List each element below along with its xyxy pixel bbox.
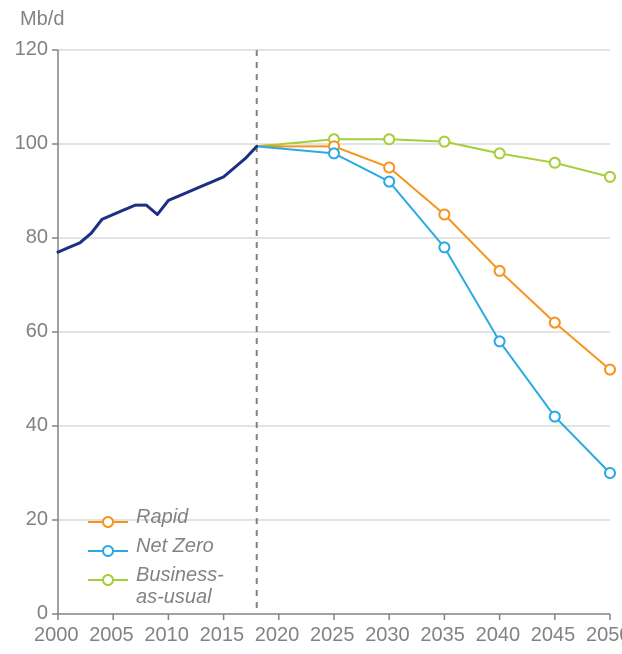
legend-swatch-rapid (88, 515, 128, 529)
y-tick-label: 0 (37, 602, 48, 625)
y-tick-label: 120 (15, 38, 48, 61)
legend-label-bau: Business-as-usual (136, 564, 224, 608)
x-tick-label: 2035 (420, 624, 465, 647)
x-tick-label: 2030 (365, 624, 410, 647)
series-marker-netzero (329, 148, 339, 158)
y-tick-label: 100 (15, 132, 48, 155)
chart-legend: Rapid Net Zero Business-as-usual (88, 500, 224, 608)
legend-label-rapid: Rapid (136, 506, 188, 528)
y-tick-label: 20 (26, 508, 48, 531)
legend-swatch-netzero (88, 544, 128, 558)
x-tick-label: 2050 (586, 624, 622, 647)
series-marker-bau (605, 172, 615, 182)
x-tick-label: 2005 (89, 624, 134, 647)
series-marker-rapid (605, 365, 615, 375)
y-tick-label: 40 (26, 414, 48, 437)
series-marker-rapid (550, 318, 560, 328)
series-marker-bau (384, 134, 394, 144)
legend-item-bau: Business-as-usual (88, 564, 224, 608)
x-tick-label: 2025 (310, 624, 355, 647)
x-tick-label: 2000 (34, 624, 79, 647)
y-axis-unit-label: Mb/d (20, 8, 64, 31)
series-marker-netzero (384, 177, 394, 187)
x-tick-label: 2010 (144, 624, 189, 647)
series-marker-netzero (605, 468, 615, 478)
series-line-netzero (257, 146, 610, 473)
legend-item-netzero: Net Zero (88, 535, 224, 558)
series-marker-bau (550, 158, 560, 168)
series-marker-rapid (384, 163, 394, 173)
y-tick-label: 60 (26, 320, 48, 343)
series-line-rapid (257, 146, 610, 369)
historical-line (58, 146, 257, 252)
x-tick-label: 2020 (255, 624, 300, 647)
series-marker-netzero (439, 242, 449, 252)
legend-item-rapid: Rapid (88, 506, 224, 529)
x-tick-label: 2045 (531, 624, 576, 647)
legend-label-netzero: Net Zero (136, 535, 214, 557)
series-marker-rapid (495, 266, 505, 276)
series-marker-netzero (550, 412, 560, 422)
x-tick-label: 2015 (200, 624, 245, 647)
series-marker-bau (495, 148, 505, 158)
series-marker-netzero (495, 336, 505, 346)
series-marker-bau (439, 137, 449, 147)
y-tick-label: 80 (26, 226, 48, 249)
chart-container: Mb/d 020406080100120 2000200520102015202… (0, 0, 622, 654)
x-tick-label: 2040 (476, 624, 521, 647)
series-marker-rapid (439, 210, 449, 220)
legend-swatch-bau (88, 573, 128, 587)
